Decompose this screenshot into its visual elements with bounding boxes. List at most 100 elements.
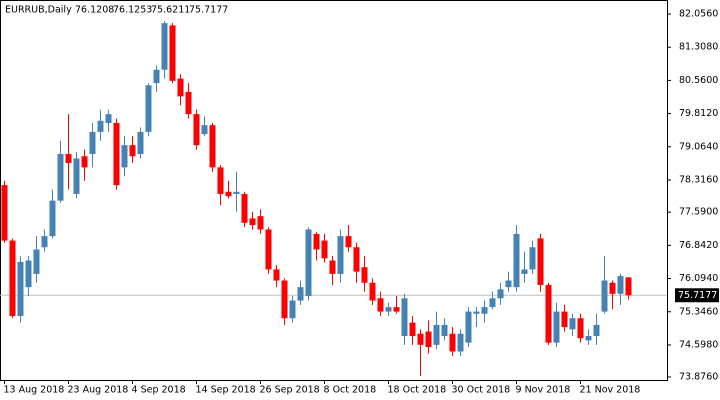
y-tick-label: 79.8120 <box>679 108 718 119</box>
candle-body <box>185 91 192 115</box>
candle-body <box>89 131 96 155</box>
x-tick-label: 14 Sep 2018 <box>196 385 256 396</box>
ohlc-open: 76.1208 <box>75 5 114 16</box>
y-tick-label: 76.8420 <box>679 240 718 251</box>
candle-body <box>505 280 512 288</box>
y-tick-label: 79.0640 <box>679 141 718 152</box>
candle-body <box>33 249 40 274</box>
candle-body <box>553 311 560 343</box>
candle-body <box>393 307 400 312</box>
candle-body <box>617 276 624 294</box>
candle-body <box>305 229 312 297</box>
candle-body <box>9 240 16 317</box>
candle-body <box>153 69 160 84</box>
candle-body <box>97 120 104 132</box>
candle-body <box>401 298 408 336</box>
candle-body <box>625 277 632 296</box>
candle-body <box>489 298 496 308</box>
candle-body <box>337 236 344 274</box>
candle-body <box>81 156 88 168</box>
y-tick-label: 82.0560 <box>679 9 718 20</box>
candle-body <box>113 122 120 186</box>
y-tick-label: 77.5900 <box>679 207 718 218</box>
candle-body <box>593 324 600 336</box>
candle-body <box>609 282 616 294</box>
candle-body <box>289 300 296 319</box>
candle-body <box>457 333 464 352</box>
candle-body <box>25 260 32 288</box>
x-tick-label: 9 Nov 2018 <box>516 385 571 396</box>
ohlc-close: 75.7177 <box>189 5 228 16</box>
x-tick-label: 21 Nov 2018 <box>580 385 641 396</box>
candle-body <box>513 233 520 288</box>
candle-body <box>249 218 256 226</box>
y-tick-label: 78.3160 <box>679 174 718 185</box>
candle-body <box>497 289 504 299</box>
x-tick-label: 8 Oct 2018 <box>324 385 377 396</box>
candle-body <box>585 335 592 341</box>
candle-body <box>465 311 472 343</box>
candle-body <box>329 260 336 274</box>
x-tick-label: 23 Aug 2018 <box>68 385 129 396</box>
candle-body <box>545 284 552 343</box>
candle-body <box>129 145 136 157</box>
candle-body <box>169 25 176 81</box>
candle-body <box>225 191 232 197</box>
candle-body <box>145 85 152 132</box>
candle-body <box>353 247 360 272</box>
candle-body <box>177 78 184 97</box>
symbol: EURRUB,Daily <box>5 5 72 16</box>
candle-body <box>377 298 384 312</box>
candle-body <box>49 200 56 237</box>
candle-body <box>57 154 64 201</box>
candle-body <box>105 114 112 123</box>
y-tick-label: 74.5980 <box>679 339 718 350</box>
candle-body <box>121 145 128 168</box>
candle-body <box>561 311 568 328</box>
candle-body <box>345 236 352 248</box>
candle-body <box>425 331 432 348</box>
candle-body <box>233 191 240 194</box>
candle-body <box>321 240 328 259</box>
candle-body <box>137 131 144 155</box>
candle-body <box>257 216 264 230</box>
candle-body <box>449 333 456 352</box>
candle-body <box>481 307 488 314</box>
plot-frame <box>0 0 668 381</box>
candle-body <box>369 282 376 301</box>
candle-body <box>297 287 304 301</box>
candle-body <box>537 238 544 285</box>
candle-body <box>1 185 8 241</box>
current-price-box <box>675 288 719 303</box>
x-tick-label: 13 Aug 2018 <box>4 385 65 396</box>
candle-body <box>417 333 424 345</box>
candle-body <box>281 280 288 319</box>
x-tick-label: 26 Sep 2018 <box>260 385 320 396</box>
y-tick-label: 80.5600 <box>679 75 718 86</box>
candle-body <box>361 267 368 283</box>
candle-body <box>241 193 248 223</box>
candle-body <box>601 280 608 312</box>
ohlc-low: 75.6211 <box>151 5 190 16</box>
candle-body <box>569 318 576 330</box>
current-price-label: 75.7177 <box>678 290 717 301</box>
candle-body <box>385 307 392 312</box>
candle-body <box>65 154 72 163</box>
candle-body <box>41 236 48 248</box>
candle-body <box>521 269 528 274</box>
x-tick-label: 30 Oct 2018 <box>452 385 511 396</box>
candle-body <box>193 114 200 146</box>
candle-body <box>17 261 24 317</box>
candle-body <box>409 322 416 336</box>
y-tick-label: 81.3080 <box>679 42 718 53</box>
ohlc-high: 76.1253 <box>113 5 152 16</box>
candle-body <box>441 324 448 336</box>
candle-body <box>265 229 272 270</box>
candle-body <box>273 269 280 281</box>
x-tick-label: 18 Oct 2018 <box>388 385 447 396</box>
candle-body <box>473 311 480 314</box>
y-tick-label: 76.0940 <box>679 273 718 284</box>
candle-body <box>201 125 208 135</box>
candle-body <box>529 247 536 270</box>
